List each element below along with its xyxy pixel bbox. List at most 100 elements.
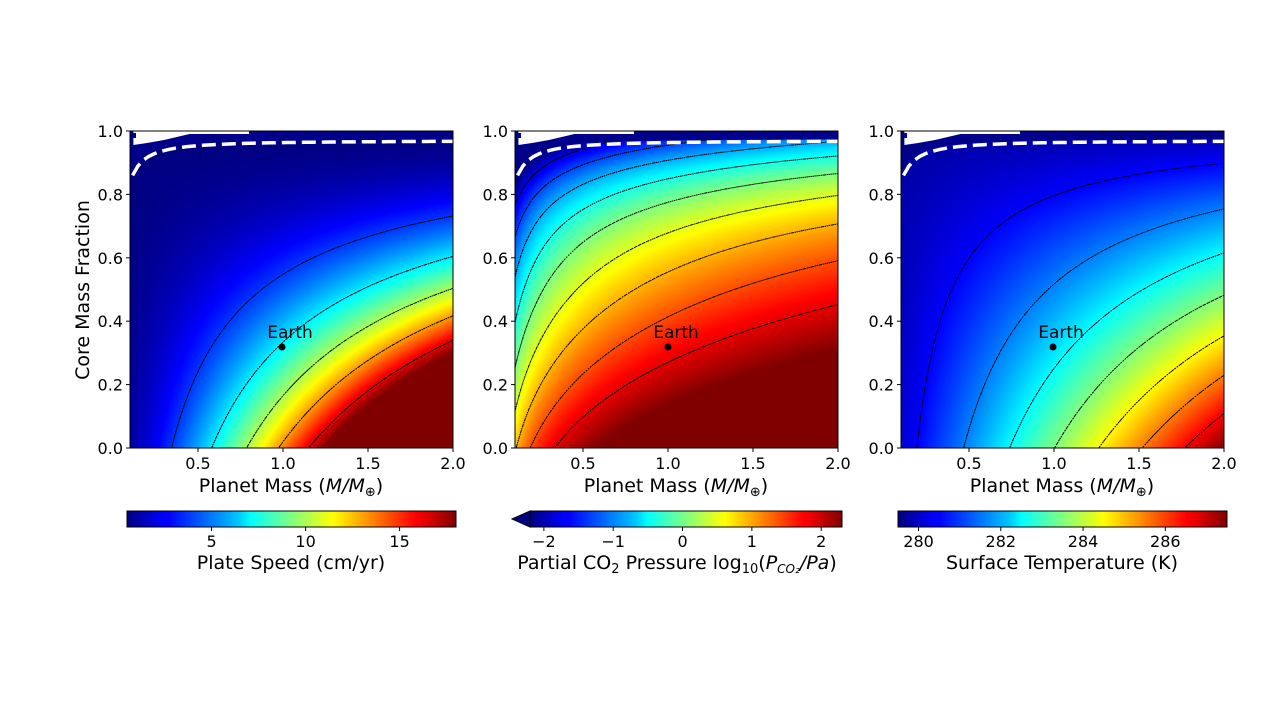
- colorbar-tick-label: 282: [986, 532, 1017, 551]
- colorbar-co2-pressure: [529, 510, 843, 528]
- y-tick-label: 0.4: [483, 312, 508, 331]
- earth-marker-co2-pressure: [664, 343, 672, 351]
- contour-line: [553, 304, 839, 449]
- blank-area: [904, 131, 1020, 145]
- contour-line: [514, 194, 839, 412]
- earth-marker-plate-speed: [278, 343, 286, 351]
- x-tick-label: 1.0: [655, 454, 680, 473]
- colorbar-plate-speed: [126, 510, 457, 528]
- heatmap-surface-temperature: [901, 131, 1224, 448]
- y-tick-label: 0.6: [869, 249, 894, 268]
- x-ticks-surface-temperature: 0.5 1.0 1.5 2.0: [956, 448, 1237, 473]
- contour-line: [1141, 374, 1225, 449]
- colorbar-tick-label: 15: [389, 532, 409, 551]
- contour-line: [1054, 294, 1225, 449]
- x-tick-label: 0.5: [956, 454, 981, 473]
- x-tick-label: 1.5: [355, 454, 380, 473]
- contour-line: [515, 223, 839, 449]
- contours-plate-speed: [171, 215, 454, 449]
- axes-frame-co2-pressure: [514, 130, 839, 449]
- x-tick-label: 1.5: [740, 454, 765, 473]
- y-tick-label: 0.6: [483, 249, 508, 268]
- contour-line: [308, 339, 454, 449]
- axes-frame-plate-speed: [129, 130, 454, 449]
- blank-area-dot: [131, 133, 136, 138]
- invalid-region-surface-temperature: [901, 131, 1224, 177]
- contour-line: [514, 173, 839, 368]
- y-tick-label: 0.0: [483, 439, 508, 458]
- y-ticks-surface-temperature: 0.0 0.2 0.4 0.6 0.8 1.0: [869, 122, 901, 458]
- colorbar-ticks-surface-temperature: 280 282 284 286: [903, 527, 1181, 551]
- y-tick-label: 0.2: [869, 376, 894, 395]
- contour-line: [529, 260, 839, 449]
- contour-line: [514, 155, 839, 323]
- y-tick-label: 0.8: [98, 185, 123, 204]
- colorbar-extend-arrow: [510, 510, 531, 528]
- colorbar-tick-label: −1: [601, 532, 625, 551]
- y-tick-label: 0.6: [98, 249, 123, 268]
- y-tick-label: 0.2: [483, 376, 508, 395]
- x-tick-label: 0.5: [570, 454, 595, 473]
- blank-area-dot: [902, 133, 907, 138]
- heatmap-plate-speed: [130, 131, 453, 448]
- y-axis-label: Core Mass Fraction: [72, 200, 94, 380]
- colorbar-tick-label: 10: [295, 532, 315, 551]
- colorbar-tick-label: 2: [816, 532, 826, 551]
- earth-label-co2-pressure: Earth: [653, 323, 699, 343]
- heatmap-co2-pressure: [515, 131, 838, 448]
- x-tick-label: 2.0: [440, 454, 465, 473]
- y-tick-label: 0.0: [98, 439, 123, 458]
- colorbar-tick-label: 280: [903, 532, 934, 551]
- invalid-region-co2-pressure: [515, 131, 838, 177]
- blank-area: [133, 131, 249, 145]
- colorbar-tick-label: −2: [532, 532, 556, 551]
- x-ticks-plate-speed: 0.5 1.0 1.5 2.0: [185, 448, 466, 473]
- x-axis-label-surface-temperature: Planet Mass (M/M⊕): [970, 475, 1154, 500]
- x-tick-label: 1.0: [1041, 454, 1066, 473]
- y-tick-label: 0.2: [98, 376, 123, 395]
- x-tick-label: 2.0: [1211, 454, 1236, 473]
- contour-line: [1009, 252, 1225, 449]
- panel-surface-temperature: 0.5 1.0 1.5 2.0 0.0 0.2 0.4 0.6 0.8 1.0 Earth Pl…: [869, 122, 1237, 574]
- y-tick-label: 1.0: [483, 122, 508, 141]
- panel-plate-speed: 0.5 1.0 1.5 2.0 0.0 0.2 0.4 0.6 0.8 1.0 Earth Pl…: [72, 122, 466, 574]
- blank-area-dot: [516, 133, 521, 138]
- colorbar-tick-label: 286: [1150, 532, 1181, 551]
- y-ticks-plate-speed: 0.0 0.2 0.4 0.6 0.8 1.0: [98, 122, 130, 458]
- colorbar-tick-label: 0: [677, 532, 687, 551]
- colorbar-label-plate-speed: Plate Speed (cm/yr): [197, 552, 385, 574]
- contour-line: [278, 315, 454, 449]
- blank-area: [518, 131, 634, 145]
- boundary-line-surface-temperature: [901, 139, 1224, 177]
- y-tick-label: 0.4: [98, 312, 123, 331]
- x-tick-label: 1.5: [1126, 454, 1151, 473]
- contour-line: [916, 162, 1225, 449]
- earth-marker-surface-temperature: [1049, 343, 1057, 351]
- invalid-region-plate-speed: [130, 131, 453, 177]
- colorbar-ticks-plate-speed: 5 10 15: [207, 527, 410, 551]
- boundary-line-co2-pressure: [515, 139, 838, 177]
- contours-surface-temperature: [916, 162, 1225, 449]
- x-tick-label: 1.0: [270, 454, 295, 473]
- y-tick-label: 0.8: [483, 185, 508, 204]
- colorbar-label-surface-temperature: Surface Temperature (K): [946, 552, 1178, 574]
- x-tick-label: 2.0: [825, 454, 850, 473]
- colorbar-ticks-co2-pressure: −2 −1 0 1 2: [532, 527, 826, 551]
- earth-label-surface-temperature: Earth: [1038, 323, 1084, 343]
- y-tick-label: 1.0: [98, 122, 123, 141]
- colorbar-label-co2-pressure: Partial CO2 Pressure log10(PCO₂/Pa): [517, 552, 836, 577]
- y-tick-label: 0.0: [869, 439, 894, 458]
- panel-co2-pressure: 0.5 1.0 1.5 2.0 0.0 0.2 0.4 0.6 0.8 1.0 Earth Pl…: [483, 122, 851, 577]
- y-ticks-co2-pressure: 0.0 0.2 0.4 0.6 0.8 1.0: [483, 122, 515, 458]
- x-axis-label-co2-pressure: Planet Mass (M/M⊕): [584, 475, 768, 500]
- earth-label-plate-speed: Earth: [267, 323, 313, 343]
- y-tick-label: 0.4: [869, 312, 894, 331]
- contour-line: [171, 215, 454, 449]
- colorbar-surface-temperature: [897, 510, 1228, 528]
- y-tick-label: 1.0: [869, 122, 894, 141]
- colorbar-tick-label: 5: [207, 532, 217, 551]
- contour-line: [963, 208, 1225, 449]
- y-tick-label: 0.8: [869, 185, 894, 204]
- axes-frame-surface-temperature: [900, 130, 1225, 449]
